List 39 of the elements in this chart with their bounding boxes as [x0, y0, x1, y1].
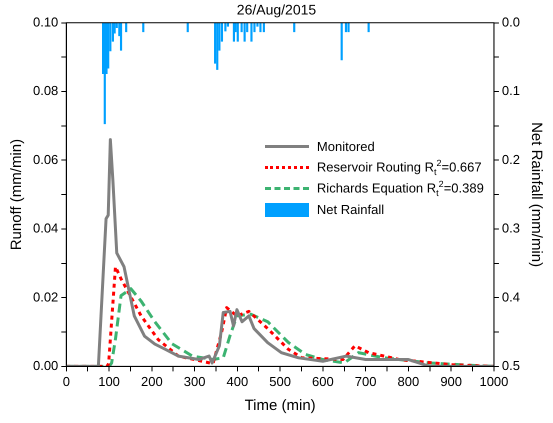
bar — [142, 22, 144, 32]
x-tick-label: 400 — [226, 374, 248, 389]
legend-label: Monitored — [316, 139, 375, 154]
bar — [120, 22, 122, 51]
y-axis-title: Runoff (mm/min) — [8, 138, 26, 250]
x-tick-label: 700 — [354, 374, 376, 389]
bar — [293, 22, 296, 32]
x-tick-label: 500 — [269, 374, 291, 389]
x-axis-title: Time (min) — [244, 397, 316, 414]
y-tick-label: 0.08 — [32, 83, 58, 98]
x-tick-label: 1000 — [479, 374, 508, 389]
bar — [340, 22, 343, 60]
y-tick-label: 0.04 — [32, 220, 58, 236]
bar — [216, 22, 218, 70]
y-tick-label: 0.00 — [32, 358, 58, 373]
y-tick-label: 0.06 — [32, 152, 58, 167]
y-tick-label: 0.10 — [32, 14, 58, 30]
legend-label: Net Rainfall — [316, 202, 384, 218]
x-tick-label: 800 — [398, 374, 420, 389]
y2-tick-label: 0.0 — [502, 14, 520, 30]
y-tick-label: 0.02 — [32, 289, 58, 304]
bar — [186, 22, 189, 32]
y2-tick-label: 0.4 — [502, 289, 520, 304]
x-tick-label: 200 — [140, 374, 163, 389]
bar — [236, 22, 239, 42]
legend-label: Richards Equation R$_{t}$$^{2}$=0.389 — [316, 179, 484, 198]
bar — [104, 22, 106, 124]
y2-axis-title: Net Rainfall (mm/min) — [528, 122, 545, 268]
x-tick-label: 300 — [184, 374, 206, 389]
y2-tick-label: 0.3 — [502, 220, 520, 236]
y2-tick-label: 0.1 — [502, 83, 520, 98]
x-tick-label: 600 — [312, 374, 334, 389]
x-tick-label: 0 — [62, 374, 70, 389]
legend-label: Reservoir Routing R$_{t}$$^{2}$=0.667 — [316, 158, 482, 178]
chart-title: 26/Aug/2015 — [236, 1, 316, 18]
x-tick-label: 900 — [440, 374, 462, 389]
y2-tick-label: 0.2 — [502, 152, 520, 167]
x-tick-label: 100 — [98, 374, 120, 389]
y2-tick-label: 0.5 — [502, 358, 520, 373]
